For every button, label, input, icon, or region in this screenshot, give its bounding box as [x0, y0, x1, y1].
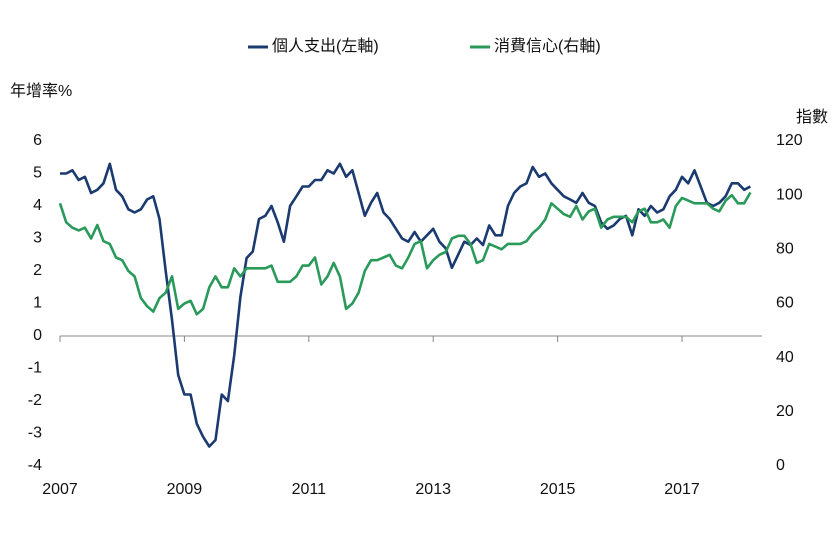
series-line [58, 191, 752, 316]
y-tick-label: -3 [28, 425, 42, 442]
y-tick-label: -1 [28, 360, 42, 377]
y-tick-label: 4 [33, 197, 42, 214]
y2-axis-label: 指數 [796, 108, 828, 126]
y-tick-label: -2 [28, 392, 42, 409]
y-tick-label: 1 [33, 295, 42, 312]
y-axis-label: 年增率% [10, 82, 72, 100]
y2-tick-label: 20 [776, 403, 794, 420]
y2-tick-label: 120 [776, 132, 803, 149]
y-tick-label: 6 [33, 132, 42, 149]
y-tick-label: -4 [28, 457, 42, 474]
y2-tick-label: 40 [776, 349, 794, 366]
x-tick-label: 2007 [42, 481, 78, 498]
y-tick-label: 5 [33, 165, 42, 182]
x-tick-label: 2015 [540, 481, 576, 498]
x-tick-label: 2011 [292, 481, 327, 498]
y-tick-label: 0 [33, 327, 42, 344]
y-tick-label: 3 [33, 230, 42, 247]
x-tick-label: 2017 [664, 481, 700, 498]
legend-label: 消費信心(右軸) [494, 37, 601, 55]
y2-tick-label: 100 [776, 186, 803, 203]
y2-tick-label: 80 [776, 241, 794, 258]
x-tick-label: 2013 [415, 481, 451, 498]
x-tick-label: 2009 [167, 481, 203, 498]
y2-tick-label: 0 [776, 457, 785, 474]
series-line [60, 162, 752, 448]
y2-tick-label: 60 [776, 295, 794, 312]
y-tick-label: 2 [33, 262, 42, 279]
legend-label: 個人支出(左軸) [272, 37, 379, 55]
